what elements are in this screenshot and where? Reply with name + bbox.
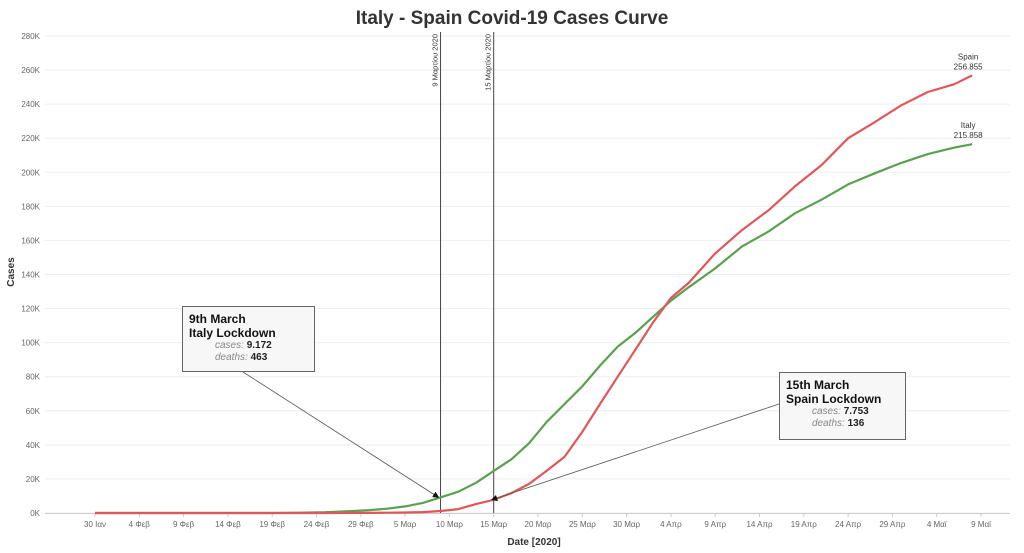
annotation-arrow [242,371,440,498]
x-tick-label: 4 Απρ [660,520,682,529]
x-tick-label: 19 Απρ [791,520,818,529]
y-tick-label: 280K [21,32,40,41]
annotation-title-line2: Spain Lockdown [786,392,882,406]
annotation-arrow [490,403,780,502]
annotation-cases-row: cases: 9.172 [189,340,308,352]
end-label-value: 256.855 [954,62,983,71]
x-axis: 30 Ιαν 4 Φεβ 9 Φεβ 14 Φεβ 19 Φεβ 24 Φεβ 29 Φεβ… [45,513,1010,529]
y-tick-label: 20K [26,475,41,484]
y-tick-label: 200K [21,168,40,177]
deaths-label: deaths: [215,352,248,363]
x-tick-label: 9 Φεβ [173,520,195,529]
x-axis-title: Date [2020] [507,537,560,548]
end-label-name: Italy [961,121,976,130]
reference-line-label: 15 Μαρτίου 2020 [484,34,493,91]
y-tick-label: 220K [21,134,40,143]
y-tick-label: 160K [21,236,40,245]
y-axis-title: Cases [6,257,17,287]
y-tick-label: 120K [21,305,40,314]
end-label-name: Spain [958,52,978,61]
deaths-label: deaths: [812,418,845,429]
annotation-deaths-row: deaths: 463 [189,352,308,364]
x-tick-label: 30 Ιαν [84,520,106,529]
cases-value: 7.753 [843,406,869,417]
annotation-cases-row: cases: 7.753 [786,406,899,418]
x-tick-label: 4 Φεβ [129,520,151,529]
cases-value: 9.172 [246,340,272,351]
y-tick-label: 100K [21,339,40,348]
annotation-title-line2: Italy Lockdown [189,326,276,340]
end-label-value: 215.858 [954,131,983,140]
cases-label: cases: [812,406,841,417]
y-tick-label: 260K [21,66,40,75]
x-tick-label: 10 Μαρ [436,520,463,529]
x-tick-label: 4 Μαϊ [927,520,947,529]
x-tick-label: 24 Απρ [835,520,862,529]
annotation-title-line1: 15th March [786,378,850,392]
reference-line-label: 9 Μαρτίου 2020 [431,34,440,87]
x-tick-label: 15 Μαρ [480,520,507,529]
x-tick-label: 25 Μαρ [569,520,596,529]
deaths-value: 136 [847,418,865,429]
x-tick-label: 19 Φεβ [259,520,285,529]
annotation-deaths-row: deaths: 136 [786,418,899,430]
y-tick-label: 40K [26,441,41,450]
x-tick-label: 9 Απρ [704,520,726,529]
reference-lines: 9 Μαρτίου 2020 15 Μαρτίου 2020 [431,32,495,513]
y-tick-label: 80K [26,373,41,382]
cases-label: cases: [215,340,244,351]
series-lines [95,74,973,515]
series-line-spain [95,74,973,515]
y-tick-label: 0K [30,509,40,518]
x-tick-label: 30 Μαρ [613,520,640,529]
x-tick-label: 9 Μαϊ [971,520,991,529]
chart-title: Italy - Spain Covid-19 Cases Curve [356,8,669,29]
x-tick-label: 14 Απρ [746,520,773,529]
y-tick-label: 60K [26,407,41,416]
y-axis: 0K 20K 40K 60K 80K 100K 120K 140K 160K 180K 200K 22… [21,32,40,518]
y-tick-label: 140K [21,271,40,280]
y-tick-label: 180K [21,202,40,211]
y-tick-label: 240K [21,100,40,109]
x-tick-label: 5 Μαρ [394,520,417,529]
x-tick-label: 29 Φεβ [348,520,374,529]
grid-lines [45,35,1010,514]
x-tick-label: 14 Φεβ [215,520,241,529]
annotation-arrows [242,371,780,502]
italy-lockdown-annotation: 9th March Italy Lockdown cases: 9.172 de… [182,306,315,372]
x-tick-label: 29 Απρ [879,520,906,529]
x-tick-label: 24 Φεβ [304,520,330,529]
annotation-title-line1: 9th March [189,312,246,326]
deaths-value: 463 [250,352,268,363]
x-tick-label: 20 Μαρ [525,520,552,529]
spain-lockdown-annotation: 15th March Spain Lockdown cases: 7.753 d… [779,372,906,440]
